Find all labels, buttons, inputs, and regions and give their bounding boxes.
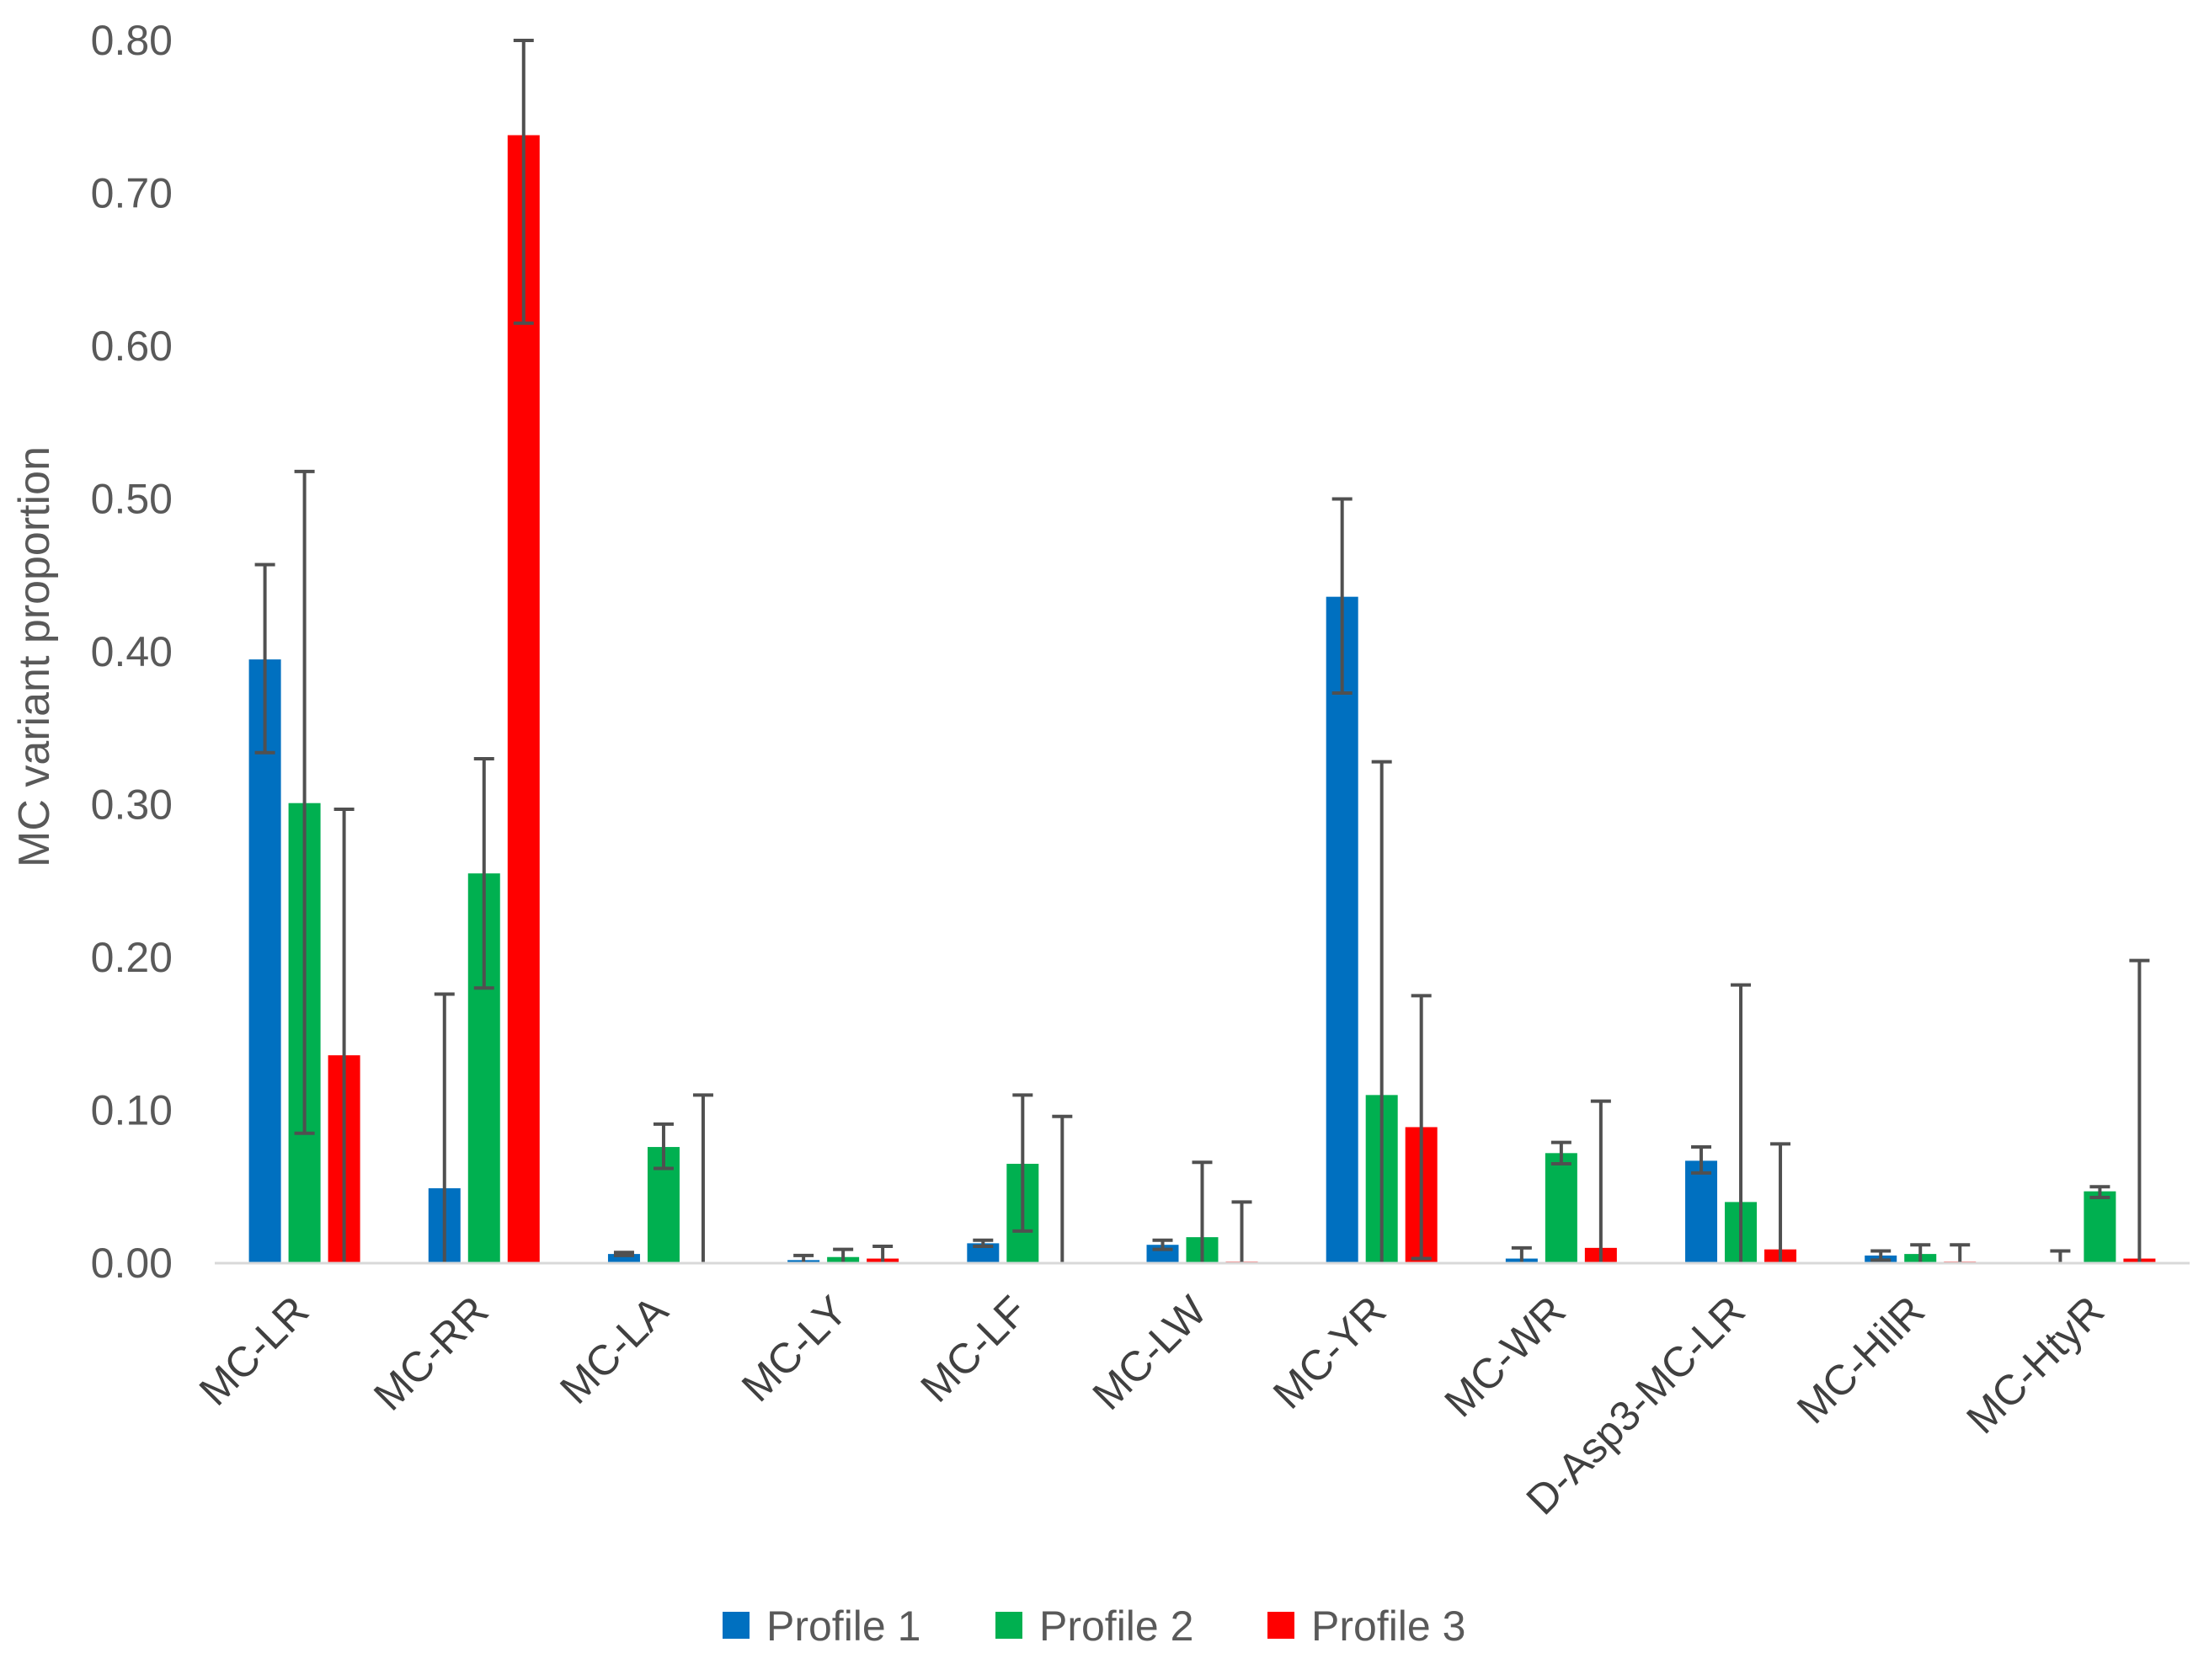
error-bar [2050, 1249, 2071, 1263]
y-tick-label: 0.00 [91, 1240, 173, 1287]
x-tick-label: MC-LY [733, 1287, 856, 1411]
x-tick-label: MC-HtyR [1957, 1287, 2113, 1443]
error-bar [793, 1253, 814, 1263]
error-bar [1371, 760, 1392, 1263]
error-bar [1192, 1160, 1213, 1263]
error-bar [1152, 1238, 1173, 1251]
legend-swatch [723, 1612, 750, 1639]
x-tick-label: MC-LW [1084, 1287, 1216, 1419]
bar [1545, 1153, 1577, 1263]
y-tick-label: 0.10 [91, 1087, 173, 1134]
bar [248, 659, 281, 1263]
y-tick-label: 0.40 [91, 628, 173, 675]
error-bar [692, 1093, 713, 1263]
y-tick-label: 0.20 [91, 934, 173, 981]
error-bar [1231, 1200, 1252, 1263]
x-tick-label: MC-YR [1264, 1287, 1395, 1417]
y-tick-label: 0.30 [91, 781, 173, 829]
error-bar [1411, 994, 1432, 1261]
bars [248, 135, 2156, 1263]
error-bar [1012, 1093, 1033, 1233]
x-tick-label: MC-RR [365, 1287, 497, 1419]
error-bar [653, 1122, 674, 1171]
error-bar [833, 1247, 854, 1263]
error-bar [473, 757, 494, 990]
y-tick-label: 0.50 [91, 476, 173, 523]
error-bar [1731, 983, 1752, 1263]
error-bar [254, 563, 275, 755]
bar [1326, 596, 1358, 1263]
error-bar [1870, 1249, 1892, 1262]
y-tick-label: 0.80 [91, 17, 173, 64]
error-bar [1950, 1243, 1971, 1263]
legend-swatch [1267, 1612, 1294, 1639]
y-tick-label: 0.70 [91, 170, 173, 217]
error-bar [2089, 1185, 2110, 1199]
y-axis-label: MC variant proportion [10, 446, 59, 867]
x-tick-label: MC-HilR [1788, 1287, 1934, 1432]
error-bar [613, 1251, 634, 1257]
error-bar [1511, 1245, 1532, 1263]
bar [607, 1254, 640, 1263]
legend-item: Profile 3 [1267, 1603, 1465, 1650]
x-tick-label: MC-LR [190, 1287, 318, 1415]
error-bar [872, 1245, 894, 1263]
error-bar [973, 1238, 994, 1249]
error-bar [2129, 958, 2150, 1263]
bar [1685, 1160, 1718, 1263]
legend-label: Profile 1 [766, 1603, 920, 1650]
error-bar [1770, 1142, 1791, 1263]
error-bar [1910, 1243, 1931, 1263]
y-tick-labels: 0.00 0.10 0.20 0.30 0.40 0.50 0.60 0.70 0.80 [91, 17, 173, 1287]
bar [967, 1243, 1000, 1263]
error-bar [1331, 497, 1353, 696]
x-tick-label: MC-LA [551, 1287, 677, 1413]
error-bar [1052, 1114, 1073, 1263]
x-tick-label: MC-LF [911, 1287, 1036, 1411]
legend-label: Profile 3 [1311, 1603, 1465, 1650]
bar [2084, 1191, 2116, 1263]
error-bar [1590, 1099, 1611, 1263]
error-bars [254, 39, 2150, 1263]
legend-item: Profile 1 [723, 1603, 920, 1650]
error-bar [513, 39, 534, 325]
y-tick-label: 0.60 [91, 323, 173, 370]
error-bar [1691, 1145, 1712, 1175]
legend-label: Profile 2 [1039, 1603, 1193, 1650]
error-bar [333, 807, 355, 1263]
legend-item: Profile 2 [995, 1603, 1193, 1650]
legend: Profile 1 Profile 2 Profile 3 [723, 1603, 1465, 1650]
error-bar [294, 469, 315, 1135]
x-tick-labels: MC-LR MC-RR MC-LA MC-LY MC-LF MC-LW MC-YR MC-WR… [190, 1287, 2113, 1524]
x-tick-label: MC-WR [1435, 1287, 1574, 1426]
error-bar [1550, 1140, 1571, 1166]
error-bar [434, 992, 455, 1263]
legend-swatch [995, 1612, 1022, 1639]
